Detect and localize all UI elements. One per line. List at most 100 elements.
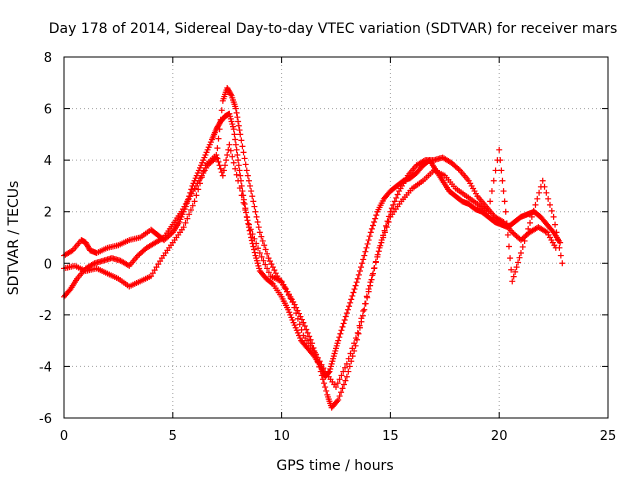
data-point: [361, 306, 368, 313]
data-point: [232, 136, 239, 143]
data-point: [245, 220, 252, 227]
data-point: [244, 172, 251, 179]
data-point: [376, 244, 383, 251]
data-point: [237, 131, 244, 138]
data-point: [229, 153, 236, 160]
data-point: [149, 270, 156, 277]
data-point: [354, 329, 361, 336]
data-point: [527, 219, 534, 226]
data-point: [251, 203, 258, 210]
data-point: [385, 219, 392, 226]
data-point: [296, 321, 303, 328]
y-tick-label: -4: [39, 360, 52, 375]
data-point: [241, 155, 248, 162]
data-point: [218, 107, 225, 114]
data-point: [384, 218, 391, 225]
x-tick-label: 15: [382, 429, 399, 444]
data-point: [343, 373, 350, 380]
data-point: [291, 304, 298, 311]
data-point: [155, 261, 162, 268]
data-point: [268, 261, 275, 268]
plot-frame: [63, 56, 609, 419]
data-point: [508, 266, 515, 273]
data-point: [337, 330, 344, 337]
data-point: [264, 265, 271, 272]
data-point: [262, 261, 269, 268]
data-point: [525, 225, 532, 232]
y-tick-label: 4: [44, 154, 52, 169]
data-point: [557, 252, 564, 259]
data-point: [191, 198, 198, 205]
series-trace-3: [61, 141, 566, 391]
data-point: [253, 213, 260, 220]
data-point: [235, 157, 242, 164]
data-point: [278, 278, 285, 285]
data-point: [318, 361, 325, 368]
data-point: [321, 380, 328, 387]
data-point: [304, 329, 311, 336]
data-point: [360, 307, 367, 314]
data-point: [298, 326, 305, 333]
data-point: [180, 224, 187, 231]
data-point: [347, 350, 354, 357]
data-point: [248, 188, 255, 195]
data-point: [230, 126, 237, 133]
data-point: [341, 317, 348, 324]
data-point: [339, 385, 346, 392]
data-point: [236, 185, 243, 192]
data-point: [306, 333, 313, 340]
data-point: [233, 109, 240, 116]
data-point: [348, 296, 355, 303]
data-point: [528, 213, 535, 220]
data-point: [363, 244, 370, 251]
data-point: [336, 376, 343, 383]
data-point: [505, 243, 512, 250]
data-point: [365, 237, 372, 244]
data-point: [153, 264, 160, 271]
data-point: [504, 231, 511, 238]
data-point: [503, 220, 510, 227]
data-point: [546, 201, 553, 208]
data-point: [500, 188, 507, 195]
data-point: [251, 235, 258, 242]
data-point: [509, 278, 516, 285]
data-point: [240, 149, 247, 156]
data-point: [374, 251, 381, 258]
data-point: [394, 191, 401, 198]
data-point: [490, 177, 497, 184]
data-point: [298, 316, 305, 323]
data-point: [523, 231, 530, 238]
data-point: [258, 233, 265, 240]
data-point: [351, 340, 358, 347]
data-point: [314, 354, 321, 361]
data-point: [242, 161, 249, 168]
data-point: [233, 171, 240, 178]
data-point: [340, 320, 347, 327]
data-point: [319, 376, 326, 383]
data-point: [347, 299, 354, 306]
data-point: [280, 281, 287, 288]
data-point: [372, 258, 379, 265]
data-point: [499, 177, 506, 184]
data-point: [230, 159, 237, 166]
data-point: [287, 295, 294, 302]
data-point: [234, 114, 241, 121]
data-point: [187, 206, 194, 213]
data-point: [381, 229, 388, 236]
data-point: [352, 282, 359, 289]
data-point: [182, 219, 189, 226]
data-point: [372, 215, 379, 222]
data-point: [393, 194, 400, 201]
data-point: [345, 368, 352, 375]
data-point: [487, 198, 494, 205]
data-point: [517, 249, 524, 256]
data-point: [215, 135, 222, 142]
data-point: [543, 189, 550, 196]
data-point: [269, 264, 276, 271]
y-tick-label: 2: [44, 206, 52, 221]
data-point: [350, 289, 357, 296]
data-point: [293, 310, 300, 317]
data-point: [232, 141, 239, 148]
data-point: [237, 172, 244, 179]
data-point: [261, 242, 268, 249]
